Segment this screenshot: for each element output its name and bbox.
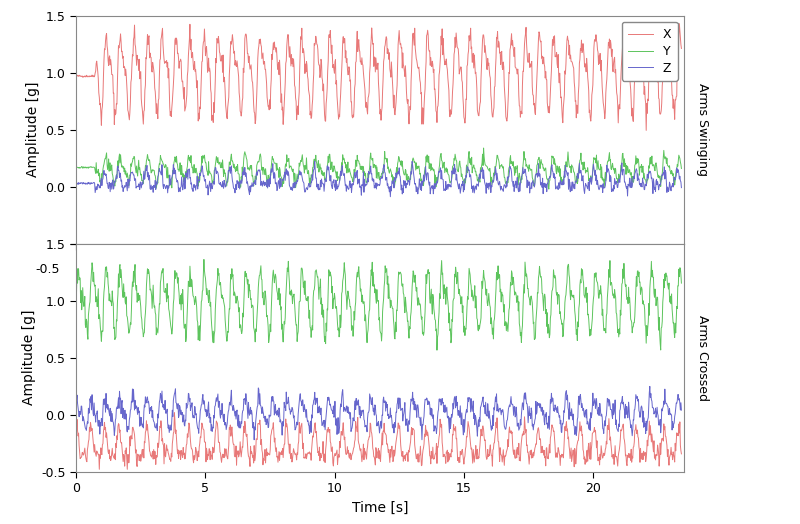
Y	[146, 165, 155, 171]
Y-axis label: Amplitude [g]: Amplitude [g]	[26, 82, 40, 178]
Y	[544, 186, 554, 192]
Y	[71, 163, 81, 170]
Text: -0.5: -0.5	[35, 264, 60, 276]
X	[318, 81, 328, 87]
Z	[220, 180, 230, 186]
Z	[319, 188, 329, 194]
X-axis label: Time [s]: Time [s]	[352, 500, 408, 515]
X	[674, 20, 684, 27]
Z	[71, 180, 81, 186]
Line: Y: Y	[76, 148, 682, 189]
Z	[250, 179, 259, 185]
Z	[120, 182, 130, 189]
X	[146, 54, 155, 60]
Y-axis label: Amplitude [g]: Amplitude [g]	[22, 310, 35, 406]
Legend: X, Y, Z: X, Y, Z	[622, 22, 678, 81]
Z	[386, 193, 395, 200]
Text: Arms Swinging: Arms Swinging	[696, 83, 709, 176]
Y	[220, 170, 230, 177]
Z	[146, 186, 155, 192]
Z	[529, 181, 538, 187]
X	[528, 92, 538, 98]
Z	[677, 184, 686, 191]
Y	[478, 145, 488, 151]
Line: X: X	[76, 24, 682, 130]
X	[220, 78, 230, 84]
X	[120, 64, 130, 71]
Y	[120, 165, 130, 171]
X	[642, 127, 651, 134]
Y	[677, 166, 686, 172]
X	[71, 73, 81, 79]
Z	[310, 158, 319, 164]
Text: Arms Crossed: Arms Crossed	[696, 314, 709, 401]
Y	[250, 179, 259, 185]
Y	[529, 177, 538, 183]
Line: Z: Z	[76, 161, 682, 196]
X	[677, 45, 686, 51]
Y	[318, 172, 328, 179]
X	[250, 110, 259, 116]
